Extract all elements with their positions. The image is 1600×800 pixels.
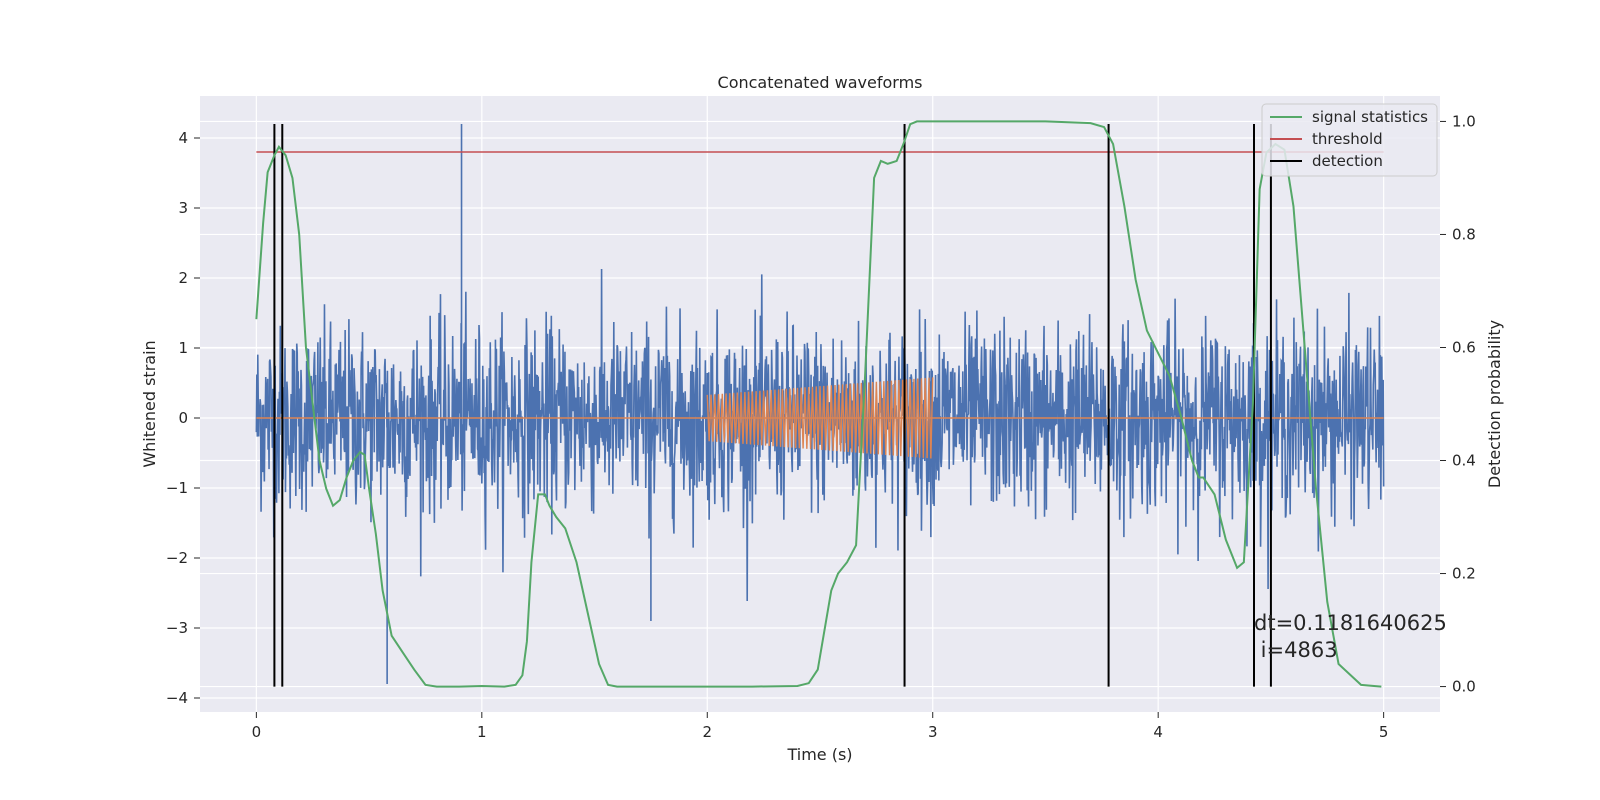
x-axis-ticks: 0 1 2 3 4 5 <box>252 712 1389 741</box>
x-tick-label: 1 <box>477 723 487 741</box>
x-tick-label: 5 <box>1379 723 1389 741</box>
x-tick-label: 3 <box>928 723 938 741</box>
y-right-tick-label: 0.4 <box>1452 452 1476 470</box>
y-left-tick-label: 3 <box>178 199 188 217</box>
y-left-tick-label: 2 <box>178 269 188 287</box>
y-right-tick-label: 0.0 <box>1452 678 1476 696</box>
y-left-tick-label: −2 <box>166 549 188 567</box>
x-tick-label: 4 <box>1153 723 1163 741</box>
annotation-index: i=4863 <box>1254 638 1338 662</box>
legend: signal statistics threshold detection <box>1261 103 1438 177</box>
y-left-tick-label: −3 <box>166 619 188 637</box>
noise-series <box>255 124 1385 684</box>
injection-series <box>706 377 934 459</box>
y-axis-left-ticks: −4 −3 −2 −1 0 1 2 3 4 <box>166 129 200 707</box>
y-axis-left-label: Whitened strain <box>140 340 159 467</box>
legend-label-signal-statistics: signal statistics <box>1312 108 1428 126</box>
legend-box <box>1261 103 1438 177</box>
y-left-tick-label: 0 <box>178 409 188 427</box>
x-tick-label: 2 <box>702 723 712 741</box>
y-right-tick-label: 0.8 <box>1452 225 1476 243</box>
y-right-tick-label: 0.2 <box>1452 565 1476 583</box>
y-left-tick-label: 4 <box>178 129 188 147</box>
y-left-tick-label: −4 <box>166 689 188 707</box>
y-axis-right-ticks: 0.0 0.2 0.4 0.6 0.8 1.0 <box>1440 112 1476 696</box>
detection-lines <box>273 124 1272 687</box>
y-right-tick-label: 1.0 <box>1452 112 1476 130</box>
x-axis-label: Time (s) <box>786 745 852 764</box>
legend-label-threshold: threshold <box>1312 130 1383 148</box>
y-right-tick-label: 0.6 <box>1452 338 1476 356</box>
legend-label-detection: detection <box>1312 152 1383 170</box>
y-left-tick-label: −1 <box>166 479 188 497</box>
chart-title: Concatenated waveforms <box>718 73 923 92</box>
annotation-dt: dt=0.1181640625 <box>1254 611 1447 635</box>
y-axis-right-label: Detection probability <box>1485 320 1504 488</box>
signal-statistics-line <box>255 120 1382 688</box>
y-left-tick-label: 1 <box>178 339 188 357</box>
x-tick-label: 0 <box>252 723 262 741</box>
